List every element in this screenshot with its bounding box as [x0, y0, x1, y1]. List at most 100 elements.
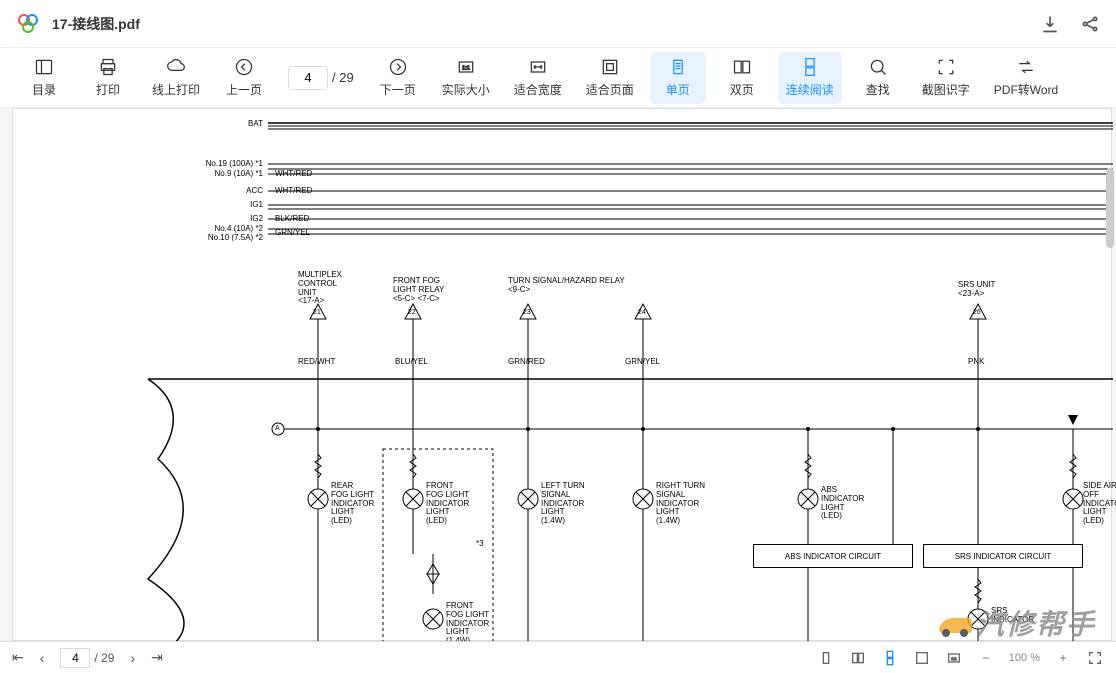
actual-size-icon: 1:1 [456, 57, 476, 77]
share-icon[interactable] [1080, 14, 1100, 34]
double-page-button[interactable]: 双页 [714, 52, 770, 104]
convert-button[interactable]: PDF转Word [986, 52, 1066, 104]
fit-page-button[interactable]: 适合页面 [578, 52, 642, 104]
pin-26: 26 [973, 309, 981, 316]
zoom-level: 100 % [1009, 652, 1040, 664]
view-single-icon[interactable] [817, 649, 835, 667]
comp-multiplex: MULTIPLEX CONTROL UNIT <17-A> [298, 271, 342, 306]
label-acc: ACC [213, 186, 263, 195]
ind-sideairbag: SIDE AIRBAOFFINDICATORLIGHT(LED) [1083, 482, 1116, 526]
toc-button[interactable]: 目录 [16, 52, 72, 104]
tool-label: 适合宽度 [514, 81, 562, 98]
tool-label: 截图识字 [922, 81, 970, 98]
app-logo [16, 12, 40, 36]
ocr-button[interactable]: 截图识字 [914, 52, 978, 104]
view-actual-icon[interactable]: 1:1 [945, 649, 963, 667]
comp-frontfog: FRONT FOG LIGHT RELAY <5-C> <7-C> [393, 277, 444, 303]
ind-srs: SRSINDICATOR [991, 607, 1034, 625]
label-ig1: IG1 [213, 200, 263, 209]
header-bar: 17-接线图.pdf [0, 0, 1116, 48]
next-icon [388, 57, 408, 77]
search-icon [868, 57, 888, 77]
view-continuous-icon[interactable] [881, 649, 899, 667]
toolbar: 目录 打印 线上打印 上一页 / 29 下一页 1:1 实际大小 适合宽度 适合… [0, 48, 1116, 108]
pin-21: 21 [313, 309, 321, 316]
wire-redwht: RED/WHT [298, 357, 335, 366]
fit-width-icon [528, 57, 548, 77]
wire-pnk: PNK [968, 357, 984, 366]
svg-text:1:1: 1:1 [462, 66, 470, 72]
zoom-in-icon[interactable]: + [1054, 649, 1072, 667]
wire-grnyel: GRN/YEL [625, 357, 660, 366]
box-srs-circuit: SRS INDICATOR CIRCUIT [923, 544, 1083, 568]
ocr-icon [936, 57, 956, 77]
next-page-button[interactable]: 下一页 [370, 52, 426, 104]
tool-label: 目录 [32, 81, 56, 98]
last-page-icon[interactable]: ⇥ [151, 649, 163, 666]
ind-rightturn: RIGHT TURNSIGNALINDICATORLIGHT(1.4W) [656, 482, 705, 526]
box-abs-circuit: ABS INDICATOR CIRCUIT [753, 544, 913, 568]
continuous-button[interactable]: 连续阅读 [778, 52, 842, 104]
ind-rearfog: REARFOG LIGHTINDICATORLIGHT(LED) [331, 482, 374, 526]
prev-page-icon[interactable]: ‹ [40, 650, 45, 666]
statusbar-nav: ⇤ ‹ / 29 › ⇥ [12, 648, 163, 668]
tool-label: 双页 [730, 81, 754, 98]
wire-grnred: GRN/RED [508, 357, 545, 366]
tool-label: 查找 [866, 81, 890, 98]
label-no9: No.9 (10A) *1 [183, 169, 263, 178]
actual-size-button[interactable]: 1:1 实际大小 [434, 52, 498, 104]
svg-text:1:1: 1:1 [951, 656, 957, 661]
single-page-icon [668, 57, 688, 77]
tool-label: 适合页面 [586, 81, 634, 98]
ind-abs: ABSINDICATORLIGHT(LED) [821, 486, 864, 521]
status-bar: ⇤ ‹ / 29 › ⇥ 1:1 − 100 % + [0, 641, 1116, 673]
tool-label: 实际大小 [442, 81, 490, 98]
marker-a: A [275, 425, 280, 432]
double-page-icon [732, 57, 752, 77]
fit-page-icon [600, 57, 620, 77]
fullscreen-icon[interactable] [1086, 649, 1104, 667]
fit-width-button[interactable]: 适合宽度 [506, 52, 570, 104]
label-no4: No.4 (10A) *2 [183, 224, 263, 233]
tool-label: 打印 [96, 81, 120, 98]
download-icon[interactable] [1040, 14, 1060, 34]
tool-label: PDF转Word [994, 81, 1058, 98]
search-button[interactable]: 查找 [850, 52, 906, 104]
label-no19: No.19 (100A) *1 [183, 159, 263, 168]
comp-turnsignal: TURN SIGNAL/HAZARD RELAY <9-C> [508, 277, 625, 295]
prev-icon [234, 57, 254, 77]
continuous-icon [800, 57, 820, 77]
ind-frontfog: FRONTFOG LIGHTINDICATORLIGHT(LED) [426, 482, 469, 526]
convert-icon [1016, 57, 1036, 77]
pdf-page: BAT No.19 (100A) *1 No.9 (10A) *1 WHT/RE… [12, 108, 1112, 641]
first-page-icon[interactable]: ⇤ [12, 649, 24, 666]
page-input[interactable] [288, 66, 328, 90]
prev-page-button[interactable]: 上一页 [216, 52, 272, 104]
pin-23: 23 [523, 309, 531, 316]
label-whtred: WHT/RED [275, 169, 312, 178]
zoom-out-icon[interactable]: − [977, 649, 995, 667]
tool-label: 单页 [666, 81, 690, 98]
view-double-icon[interactable] [849, 649, 867, 667]
tool-label: 线上打印 [152, 81, 200, 98]
cloud-print-button[interactable]: 线上打印 [144, 52, 208, 104]
statusbar-page-total: / 29 [94, 651, 114, 665]
wiring-diagram: BAT No.19 (100A) *1 No.9 (10A) *1 WHT/RE… [13, 109, 1111, 640]
toc-icon [34, 57, 54, 77]
label-ig2: IG2 [213, 214, 263, 223]
next-page-icon[interactable]: › [130, 650, 135, 666]
tool-label: 下一页 [380, 81, 416, 98]
cloud-print-icon [166, 57, 186, 77]
view-fit-icon[interactable] [913, 649, 931, 667]
label-bat: BAT [213, 119, 263, 128]
tool-label: 上一页 [226, 81, 262, 98]
statusbar-page-input[interactable] [60, 648, 90, 668]
print-button[interactable]: 打印 [80, 52, 136, 104]
single-page-button[interactable]: 单页 [650, 52, 706, 104]
statusbar-view: 1:1 − 100 % + [817, 649, 1104, 667]
pin-22: 22 [408, 309, 416, 316]
vertical-scrollbar[interactable] [1106, 168, 1114, 248]
label-no10: No.10 (7.5A) *2 [183, 233, 263, 242]
page-total: / 29 [332, 70, 354, 85]
comp-srs: SRS UNIT <23-A> [958, 281, 995, 299]
